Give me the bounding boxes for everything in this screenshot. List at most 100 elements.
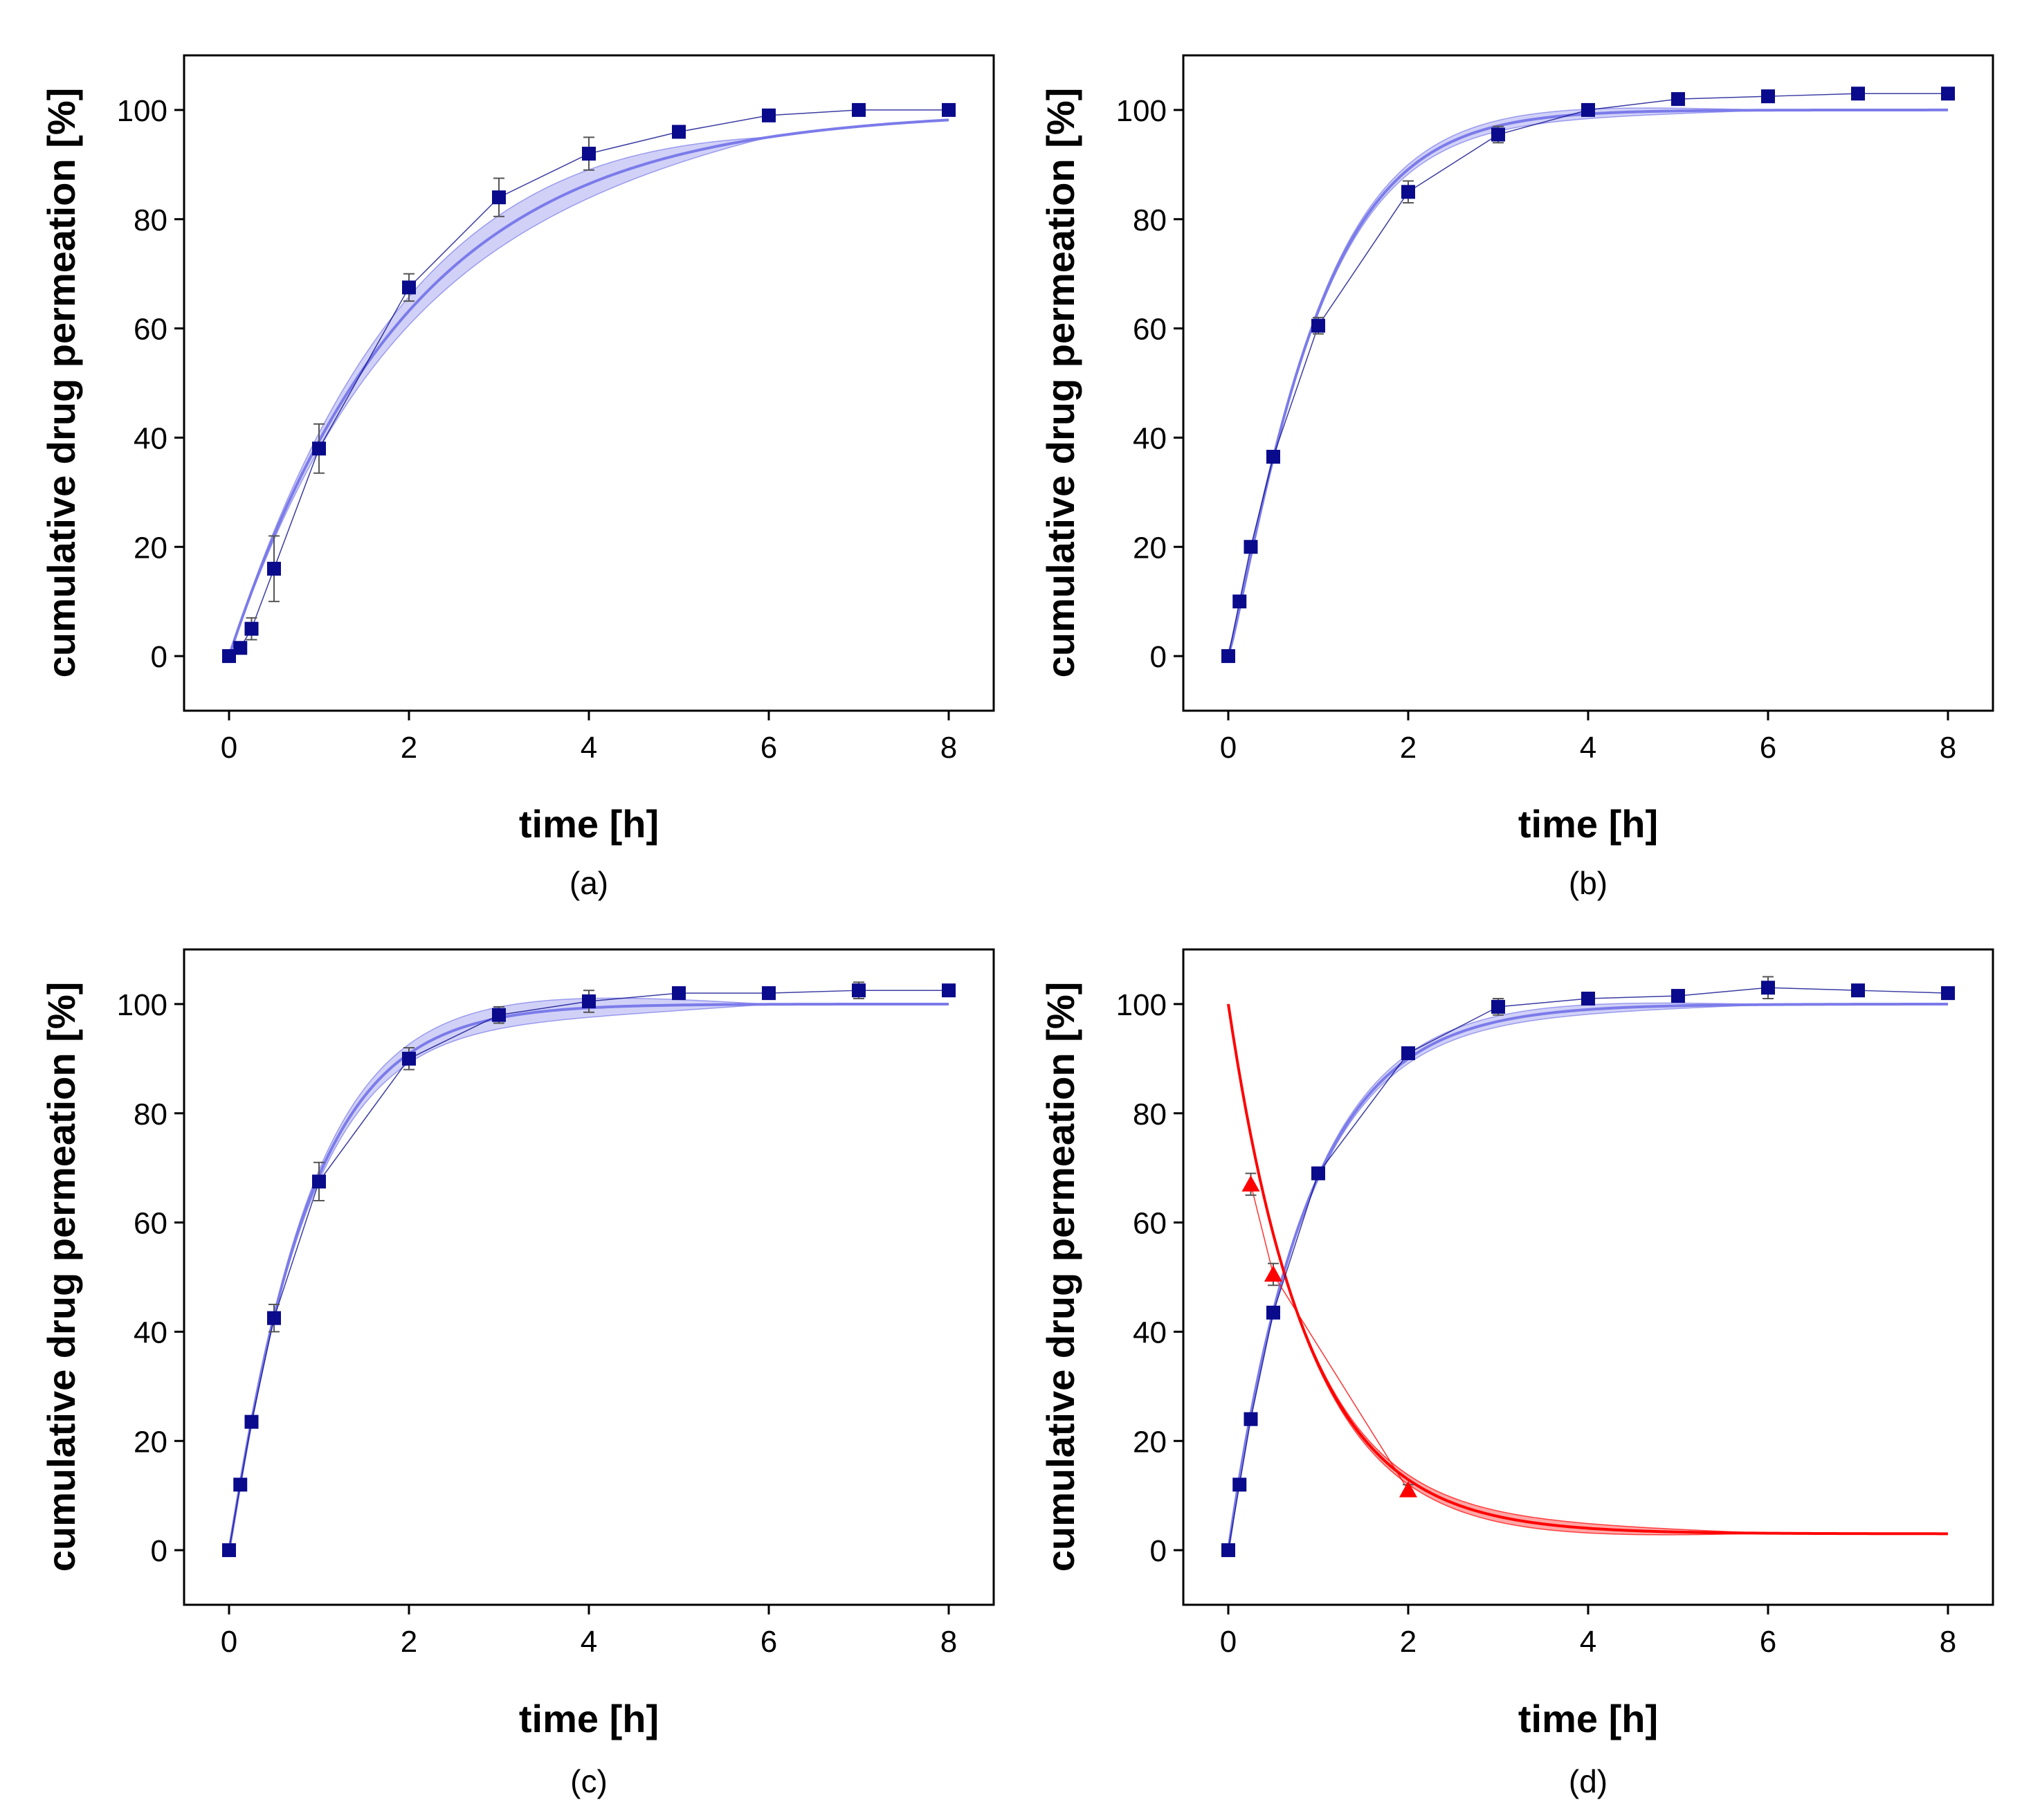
data-point-square [1244,1412,1258,1426]
data-point-square [942,983,956,998]
data-point-square [1941,87,1955,101]
y-tick-label: 20 [134,1425,167,1459]
panel-caption-b: (b) [1569,865,1608,901]
x-tick-label: 8 [1940,1625,1956,1659]
data-point-square [1491,127,1505,142]
y-tick-label: 80 [134,203,167,237]
y-tick-label: 60 [1133,313,1167,347]
data-point-square [1941,986,1955,1001]
series-connector [228,990,949,1551]
data-point-square [492,190,506,205]
data-point-square [1491,999,1505,1014]
y-tick-label: 0 [1150,640,1167,674]
data-point-square [267,561,281,576]
y-tick-label: 80 [1133,203,1167,237]
data-point-square [222,649,236,664]
data-point-square [492,1008,506,1022]
data-marks-c [222,981,956,1558]
x-tick-label: 6 [761,731,777,765]
x-axis-label-c: time [h] [519,1697,659,1740]
x-tick-label: 2 [401,1625,417,1659]
x-axis-label-b: time [h] [1518,802,1658,846]
x-tick-label: 0 [221,1625,237,1659]
data-marks-a [222,102,956,664]
data-point-square [1266,1305,1280,1320]
x-tick-label: 2 [401,731,417,765]
plot-frame-c [183,948,995,1606]
data-point-square [852,102,866,117]
y-tick-label: 100 [117,94,167,128]
y-axis-label-d: cumulative drug permeation [%] [1039,982,1082,1572]
data-point-square [582,147,596,161]
data-point-square [402,1051,416,1066]
x-axis-label-a: time [h] [519,802,659,846]
x-tick-label: 4 [581,731,597,765]
y-tick-label: 40 [134,421,167,455]
data-point-square [1761,89,1775,104]
fit-curve-line [1227,1002,1949,1551]
data-point-square [1232,1477,1247,1492]
y-tick-label: 0 [1150,1534,1167,1568]
data-point-square [1581,992,1595,1006]
x-tick-label: 8 [940,1625,957,1659]
data-point-square [233,1477,248,1492]
series-connector [1228,93,1948,657]
x-tick-label: 6 [1760,1625,1776,1659]
y-tick-label: 0 [151,1534,167,1568]
x-tick-label: 8 [940,731,957,765]
data-point-triangle [1264,1265,1282,1282]
data-point-square [1266,450,1280,464]
x-tick-label: 0 [1220,1625,1237,1659]
data-point-square [402,280,416,295]
y-axis-label-b: cumulative drug permeation [%] [1039,88,1082,678]
y-axis-label-a: cumulative drug permeation [%] [39,88,83,678]
data-point-square [1244,540,1258,554]
fit-band-d [1227,1002,1949,1551]
data-marks-b [1221,87,1955,664]
data-point-square [312,1174,326,1189]
y-tick-label: 40 [1133,421,1167,455]
y-tick-label: 60 [1133,1207,1167,1241]
y-tick-label: 20 [1133,531,1167,565]
panel-caption-a: (a) [570,865,608,901]
y-axis-label-c: cumulative drug permeation [%] [39,982,83,1572]
data-point-square [244,1414,259,1429]
y-tick-label: 0 [151,640,167,674]
x-tick-label: 2 [1400,731,1417,765]
fit-band-a [228,118,949,657]
y-tick-label: 60 [134,313,167,347]
y-tick-label: 100 [1116,988,1167,1022]
data-point-square [1401,185,1415,199]
x-tick-label: 8 [1940,731,1956,765]
y-tick-label: 100 [117,988,167,1022]
data-point-square [244,621,259,636]
data-point-square [222,1543,236,1558]
data-point-square [762,986,776,1001]
data-point-square [1311,318,1325,333]
x-tick-label: 4 [1580,1625,1596,1659]
y-tick-label: 80 [134,1098,167,1131]
plot-frame-b [1182,54,1994,712]
y-tick-label: 20 [134,531,167,565]
x-tick-label: 0 [221,731,237,765]
data-point-square [1671,92,1685,107]
x-tick-label: 6 [1760,731,1776,765]
series-connector [1228,987,1949,1551]
panel-caption-d: (d) [1569,1763,1608,1799]
data-point-square [1221,1543,1235,1558]
x-tick-label: 4 [1580,731,1596,765]
fit-curve-line [228,118,949,657]
data-point-square [1221,649,1235,664]
panel-caption-c: (c) [570,1763,608,1799]
data-point-square [1581,102,1595,117]
data-point-triangle [1399,1481,1417,1498]
y-tick-label: 40 [134,1316,167,1349]
data-point-square [1761,981,1775,995]
data-point-square [267,1311,281,1325]
